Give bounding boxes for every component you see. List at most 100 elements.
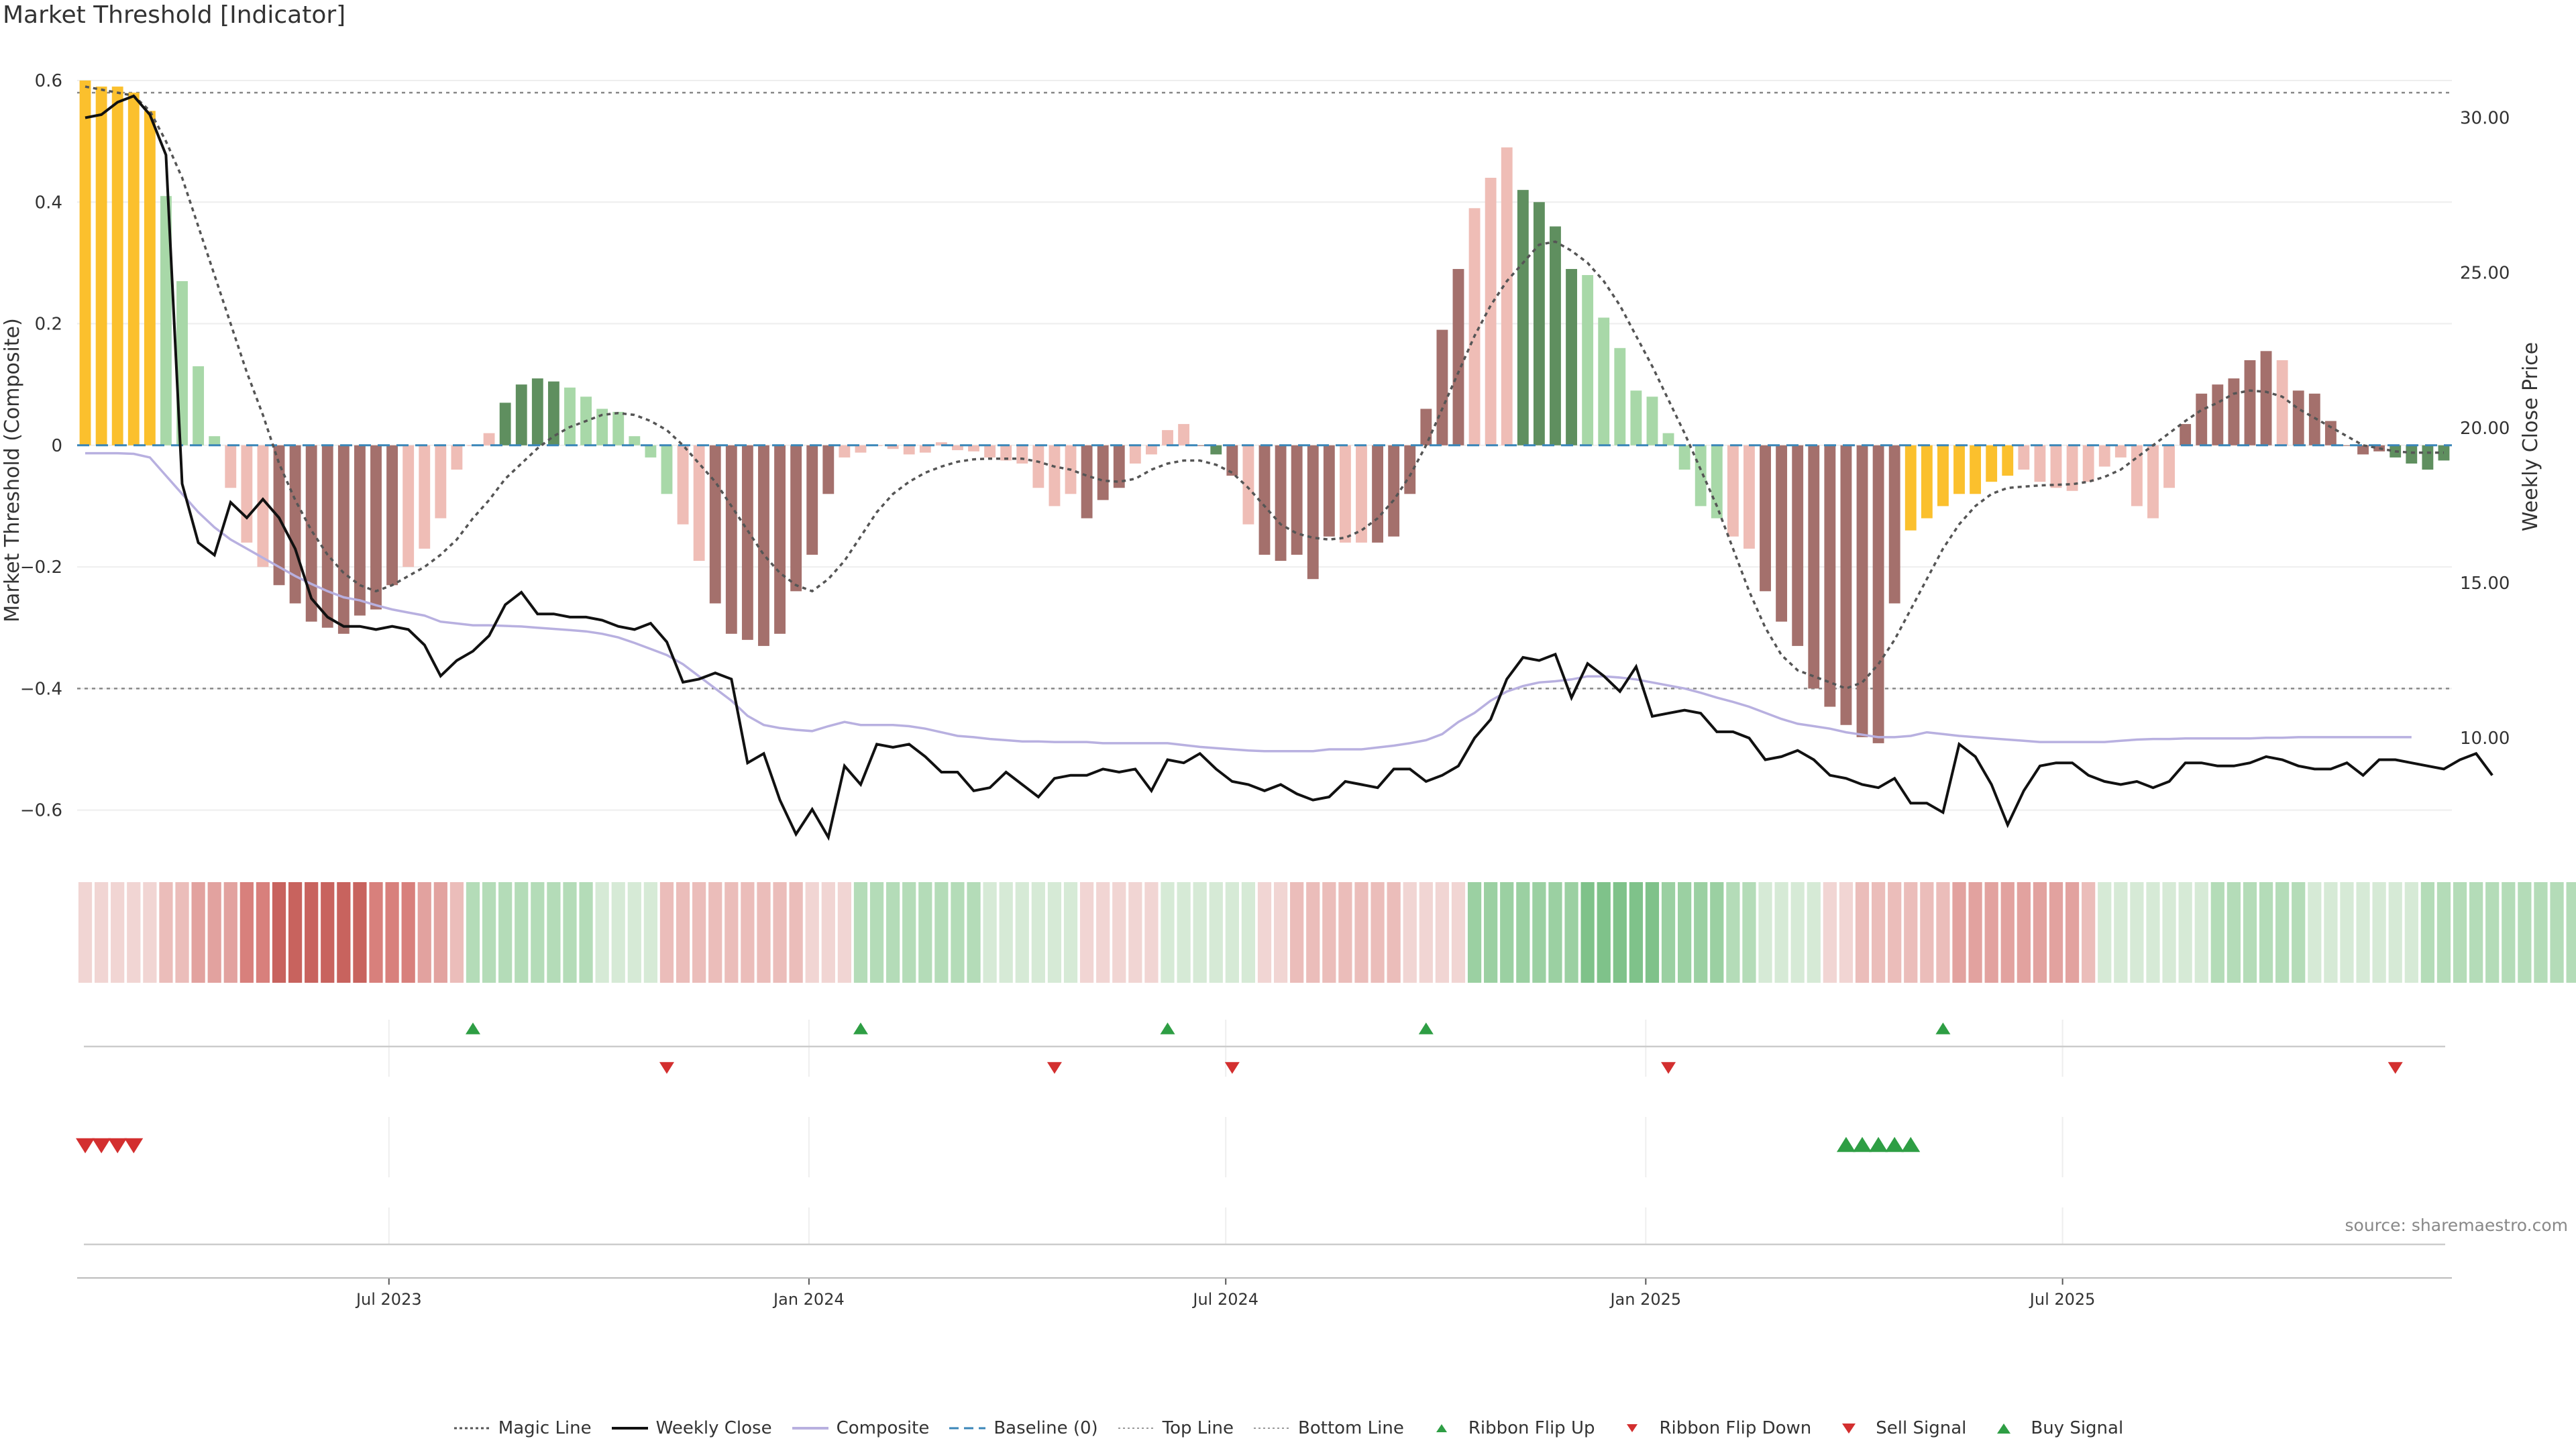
right-axis-label: Weekly Close Price <box>2519 342 2542 531</box>
ribbon-cell <box>2388 882 2402 983</box>
composite-bar <box>2406 445 2418 464</box>
ribbon-cell <box>2065 882 2080 983</box>
ribbon-cell <box>305 882 319 983</box>
legend-item-composite: Composite <box>791 1418 930 1438</box>
ribbon-cell <box>449 882 464 983</box>
ribbon-cell <box>1338 882 1352 983</box>
composite-bar <box>855 445 867 453</box>
left-tick-label: 0.6 <box>35 71 62 91</box>
buy-signal-marker <box>1885 1136 1904 1152</box>
ribbon-cell <box>1597 882 1611 983</box>
source-note: source: sharemaestro.com <box>2345 1216 2569 1235</box>
left-tick-label: −0.6 <box>20 801 62 821</box>
ribbon-cell <box>902 882 916 983</box>
ribbon-cell <box>789 882 803 983</box>
ribbon-cell <box>741 882 755 983</box>
composite-bar <box>1986 445 1998 482</box>
composite-bar <box>1888 445 1900 604</box>
composite-bar <box>2196 393 2208 445</box>
composite-bar <box>2018 445 2030 470</box>
ribbon-cell <box>2518 882 2532 983</box>
ribbon-cell <box>2469 882 2483 983</box>
composite-bar <box>1420 409 1432 445</box>
composite-bar <box>1146 445 1157 455</box>
composite-bar <box>919 445 931 453</box>
composite-bar <box>2244 360 2256 445</box>
ribbon-cell <box>1177 882 1191 983</box>
composite-bar <box>1372 445 1383 543</box>
ribbon-cell <box>1774 882 1788 983</box>
ribbon-cell <box>1871 882 1886 983</box>
composite-bar <box>822 445 835 494</box>
ribbon-cell <box>2194 882 2208 983</box>
ribbon-cell <box>708 882 722 983</box>
ribbon-cell <box>999 882 1013 983</box>
ribbon-cell <box>1661 882 1676 983</box>
legend-label: Composite <box>836 1418 930 1438</box>
ribbon-cell <box>983 882 997 983</box>
composite-bar <box>435 445 447 519</box>
composite-bar <box>1226 445 1238 476</box>
sell-signal-marker <box>124 1138 144 1154</box>
legend-label: Ribbon Flip Down <box>1659 1418 1812 1438</box>
ribbon-cell <box>1387 882 1401 983</box>
composite-bar <box>1760 445 1771 592</box>
ribbon-cell <box>1128 882 1142 983</box>
composite-bar <box>2034 445 2046 482</box>
left-tick-label: 0.4 <box>35 193 62 213</box>
ribbon-flip-down-marker <box>2387 1062 2403 1074</box>
ribbon-cell <box>2404 882 2418 983</box>
ribbon-cell <box>288 882 303 983</box>
ribbon-cell <box>466 882 480 983</box>
buy-signal-marker <box>1836 1136 1856 1152</box>
composite-bar <box>1937 445 1949 506</box>
composite-bar <box>2212 384 2224 445</box>
ribbon-cell <box>773 882 787 983</box>
composite-bar <box>2180 424 2192 445</box>
composite-bar <box>451 445 463 470</box>
composite-bar <box>402 445 415 568</box>
composite-bar <box>952 445 963 451</box>
ribbon-cell <box>127 882 141 983</box>
legend-label: Ribbon Flip Up <box>1468 1418 1595 1438</box>
ribbon-cell <box>385 882 399 983</box>
composite-bar <box>1598 317 1610 445</box>
composite-bar <box>806 445 818 555</box>
ribbon-flip-up-marker <box>853 1022 868 1034</box>
composite-bar <box>2308 393 2320 445</box>
ribbon-cell <box>1678 882 1692 983</box>
ribbon-cell <box>1484 882 1498 983</box>
ribbon-cell <box>1015 882 1029 983</box>
composite-bar <box>386 445 398 586</box>
ribbon-cell <box>498 882 513 983</box>
ribbon-cell <box>531 882 545 983</box>
ribbon-cell <box>1580 882 1595 983</box>
ribbon-cell <box>2372 882 2386 983</box>
composite-bar <box>2050 445 2062 488</box>
composite-bar <box>1872 445 1884 743</box>
ribbon-cell <box>143 882 157 983</box>
ribbon-cell <box>223 882 237 983</box>
composite-bar <box>1743 445 1755 549</box>
right-tick-label: 20.00 <box>2460 419 2510 439</box>
legend-swatch-close <box>611 1427 648 1430</box>
ribbon-cell <box>1031 882 1045 983</box>
composite-bar <box>1904 445 1917 531</box>
composite-line <box>85 451 2412 753</box>
ribbon-cell <box>369 882 383 983</box>
ribbon-cell <box>482 882 496 983</box>
ribbon-cell <box>869 882 884 983</box>
composite-bar <box>1452 268 1464 445</box>
composite-bar <box>2422 445 2434 470</box>
composite-bar <box>1032 445 1044 488</box>
ribbon-flip-down-marker <box>659 1062 674 1074</box>
composite-bar <box>984 445 996 458</box>
ribbon-cell <box>805 882 819 983</box>
composite-bar <box>887 445 899 449</box>
composite-bar <box>1970 445 1982 494</box>
composite-bar <box>1436 329 1448 445</box>
buy-signal-marker <box>1869 1136 1888 1152</box>
composite-bar <box>144 111 156 445</box>
ribbon-cell <box>2324 882 2338 983</box>
ribbon-cell <box>1968 882 1982 983</box>
